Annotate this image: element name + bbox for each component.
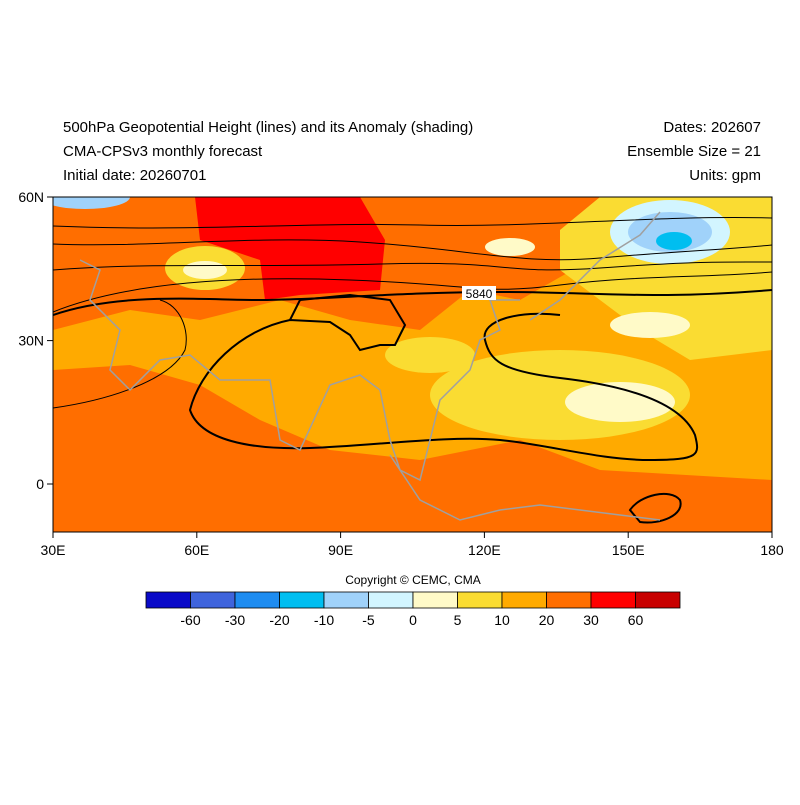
y-label: 30N xyxy=(18,333,44,349)
info-line: Dates: 202607 xyxy=(663,119,761,136)
info-line: Ensemble Size = 21 xyxy=(627,143,761,160)
shade xyxy=(53,365,772,532)
shade xyxy=(610,312,690,338)
contour-label-bg xyxy=(462,286,496,300)
colorbar-box xyxy=(412,591,458,609)
shade xyxy=(53,197,130,209)
x-label: 180 xyxy=(760,542,784,558)
x-label: 30E xyxy=(41,542,66,558)
shade xyxy=(385,337,475,373)
colorbar-label: -20 xyxy=(269,612,289,628)
colorbar-box xyxy=(279,591,325,609)
colorbar-label: 10 xyxy=(494,612,510,628)
x-label: 90E xyxy=(328,542,353,558)
contour-label: 5840 xyxy=(466,287,493,301)
x-label: 60E xyxy=(184,542,209,558)
colorbar-label: -60 xyxy=(180,612,200,628)
colorbar-label: 5 xyxy=(454,612,462,628)
shade xyxy=(656,232,692,250)
x-label: 150E xyxy=(612,542,645,558)
info-line: Units: gpm xyxy=(689,167,761,184)
colorbar-box xyxy=(323,591,369,609)
y-label: 60N xyxy=(18,189,44,205)
colorbar-label: -5 xyxy=(362,612,375,628)
y-label: 0 xyxy=(36,476,44,492)
colorbar-label: 0 xyxy=(409,612,417,628)
colorbar-label: -10 xyxy=(314,612,334,628)
colorbar-label: 20 xyxy=(539,612,555,628)
title-line: CMA-CPSv3 monthly forecast xyxy=(63,143,263,160)
colorbar-box xyxy=(234,591,280,609)
colorbar-box xyxy=(190,591,236,609)
shade xyxy=(485,238,535,256)
title-line: 500hPa Geopotential Height (lines) and i… xyxy=(63,119,473,136)
title-line: Initial date: 20260701 xyxy=(63,167,206,184)
coastlines xyxy=(79,211,661,521)
colorbar-label: -30 xyxy=(225,612,245,628)
colorbar-box xyxy=(457,591,503,609)
map-shading xyxy=(53,197,772,532)
colorbar-label: 60 xyxy=(628,612,644,628)
shade xyxy=(565,382,675,422)
colorbar-box xyxy=(501,591,547,609)
colorbar-box xyxy=(546,591,592,609)
colorbar-box xyxy=(368,591,414,609)
contours xyxy=(53,217,772,524)
x-label: 120E xyxy=(468,542,501,558)
colorbar-box xyxy=(590,591,636,609)
colorbar-box xyxy=(635,591,681,609)
colorbar-box xyxy=(145,591,191,609)
colorbar-label: 30 xyxy=(583,612,599,628)
shade xyxy=(195,197,385,300)
copyright: Copyright © CEMC, CMA xyxy=(345,573,481,587)
map-frame xyxy=(52,196,773,533)
shade xyxy=(183,261,227,279)
